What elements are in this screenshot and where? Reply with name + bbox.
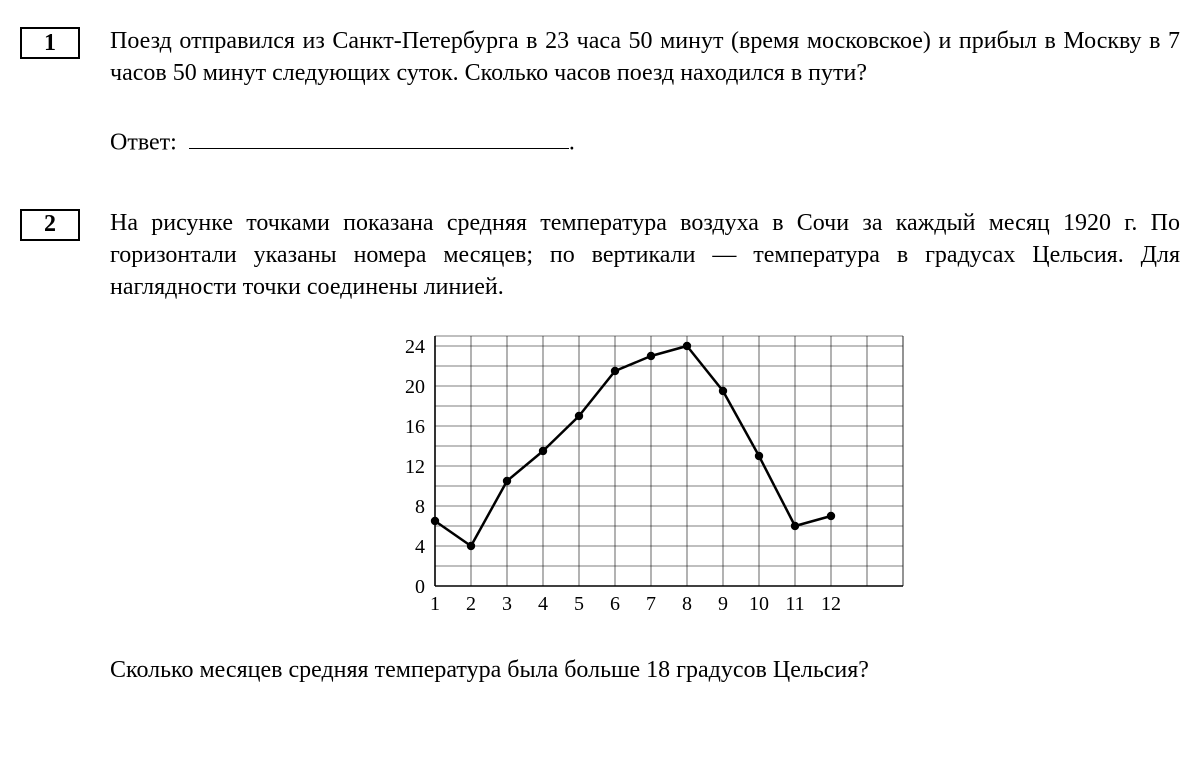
problem-body: На рисунке точками показана средняя темп…	[110, 207, 1180, 687]
answer-label: Ответ:	[110, 129, 177, 155]
problem-number: 1	[44, 30, 56, 57]
problem-intro-text: На рисунке точками показана средняя темп…	[110, 207, 1180, 304]
x-tick-label: 8	[682, 593, 692, 615]
data-point	[755, 452, 763, 460]
x-tick-label: 2	[466, 593, 476, 615]
problem-question-text: Сколько месяцев средняя температура была…	[110, 654, 1180, 686]
y-tick-label: 16	[405, 416, 425, 438]
problem-number-box: 1	[20, 27, 80, 59]
data-point	[539, 447, 547, 455]
y-tick-label: 20	[405, 376, 425, 398]
problem-number-box: 2	[20, 209, 80, 241]
x-tick-label: 3	[502, 593, 512, 615]
data-point	[611, 367, 619, 375]
answer-row: Ответ: .	[110, 122, 1180, 159]
y-tick-label: 24	[405, 336, 425, 358]
data-point	[827, 512, 835, 520]
temperature-line-chart: 04812162024123456789101112	[365, 326, 925, 626]
data-point	[791, 522, 799, 530]
chart-container: 04812162024123456789101112	[110, 326, 1180, 626]
y-tick-label: 0	[415, 576, 425, 598]
data-point	[575, 412, 583, 420]
y-tick-label: 12	[405, 456, 425, 478]
answer-blank[interactable]	[189, 122, 569, 149]
problem-number: 2	[44, 211, 56, 238]
data-point	[647, 352, 655, 360]
data-point	[683, 342, 691, 350]
y-tick-label: 8	[415, 496, 425, 518]
y-tick-label: 4	[415, 536, 425, 558]
x-tick-label: 10	[749, 593, 769, 615]
x-tick-label: 6	[610, 593, 620, 615]
data-point	[467, 542, 475, 550]
x-tick-label: 7	[646, 593, 656, 615]
problem-1: 1 Поезд отправился из Санкт-Петербурга в…	[20, 25, 1180, 159]
x-tick-label: 5	[574, 593, 584, 615]
problem-2: 2 На рисунке точками показана средняя те…	[20, 207, 1180, 687]
data-point	[503, 477, 511, 485]
problem-body: Поезд отправился из Санкт-Петербурга в 2…	[110, 25, 1180, 159]
x-tick-label: 4	[538, 593, 548, 615]
x-tick-label: 12	[821, 593, 841, 615]
x-tick-label: 9	[718, 593, 728, 615]
x-tick-label: 1	[430, 593, 440, 615]
data-point	[431, 517, 439, 525]
data-point	[719, 387, 727, 395]
x-tick-label: 11	[785, 593, 804, 615]
problem-text: Поезд отправился из Санкт-Петербурга в 2…	[110, 25, 1180, 90]
